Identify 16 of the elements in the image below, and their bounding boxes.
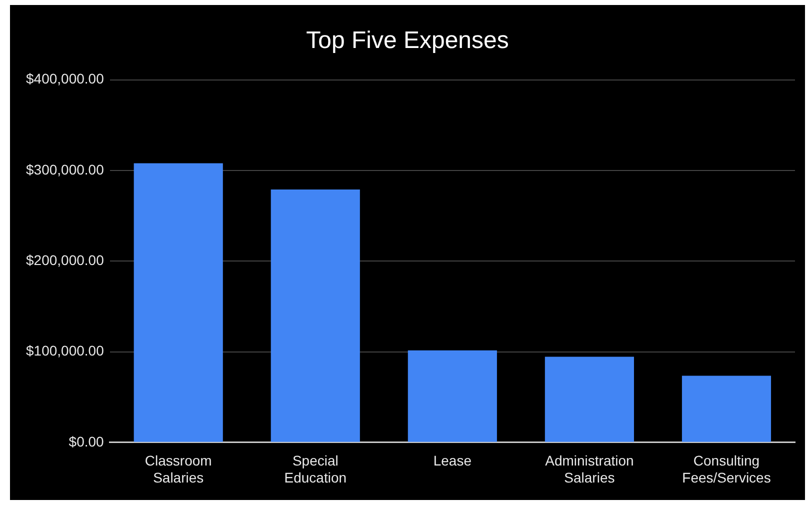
x-tick-label: Classroom Salaries [144, 452, 212, 486]
bar [270, 189, 360, 442]
x-tick-label: Administration Salaries [545, 452, 634, 486]
bar [134, 163, 223, 442]
x-tick-label: Lease [433, 452, 472, 469]
y-tick-label: $400,000.00 [26, 70, 104, 87]
y-tick-label: $0.00 [68, 433, 104, 450]
y-tick-label: $100,000.00 [26, 342, 104, 359]
y-tick-label: $300,000.00 [26, 161, 104, 178]
x-tick-label: Special Education [284, 452, 347, 486]
bar [544, 356, 634, 442]
chart-title: Top Five Expenses [306, 27, 509, 54]
x-tick-label: Consulting Fees/Services [682, 452, 771, 486]
y-tick-label: $200,000.00 [26, 252, 104, 268]
bar [408, 350, 497, 442]
bar [682, 376, 772, 442]
